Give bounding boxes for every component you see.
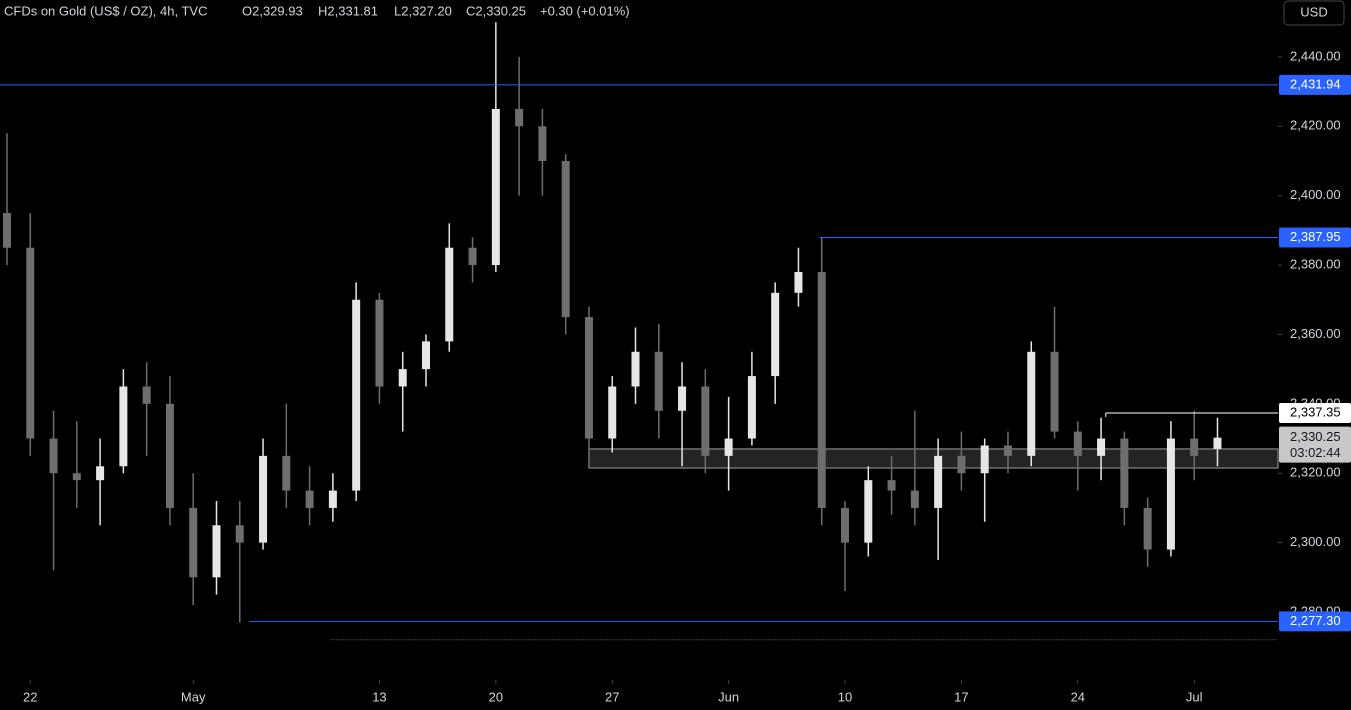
candle-body [701, 386, 710, 456]
y-tick-label: 2,320.00 [1290, 465, 1341, 480]
candle-body [841, 507, 850, 543]
candle-body [747, 376, 756, 439]
candle-body [119, 386, 128, 467]
level-label-box [1279, 74, 1351, 95]
candle-body [142, 386, 151, 404]
candle-body [398, 369, 407, 387]
x-tick-label: 24 [1071, 689, 1085, 704]
ohlc-open: O2,329.93 [242, 3, 303, 18]
candle-body [771, 292, 780, 377]
candle-body [235, 525, 244, 543]
x-tick-label: Jul [1186, 689, 1203, 704]
ohlc-low: L2,327.20 [394, 3, 452, 18]
candle-body [538, 126, 547, 161]
candle-body [887, 480, 896, 491]
candle-body [72, 473, 81, 481]
candle-body [1143, 507, 1152, 550]
candle-body [1073, 431, 1082, 456]
candle-body [1050, 351, 1059, 432]
candle-body [724, 438, 733, 456]
candle-body [165, 403, 174, 508]
resistance-label: 2,337.35 [1290, 404, 1341, 419]
candle-body [328, 490, 337, 508]
y-tick-label: 2,400.00 [1290, 187, 1341, 202]
candle-body [352, 299, 361, 491]
x-tick-label: Jun [718, 689, 739, 704]
candle-body [980, 445, 989, 474]
candle-body [212, 525, 221, 578]
candle-body [631, 351, 640, 387]
resistance-label-box [1279, 403, 1351, 424]
x-tick-label: 10 [838, 689, 852, 704]
candle-body [468, 247, 477, 266]
candle-body [934, 455, 943, 508]
candle-body [2, 213, 11, 248]
x-tick-label: 17 [954, 689, 968, 704]
candle-body [1120, 438, 1129, 508]
level-label-box [1279, 611, 1351, 632]
currency-button[interactable] [1283, 0, 1345, 26]
candle-body [49, 438, 58, 474]
level-label-box [1279, 227, 1351, 248]
ohlc-high: H2,331.81 [318, 3, 378, 18]
level-label: 2,387.95 [1290, 229, 1341, 244]
ohlc-close: C2,330.25 [466, 3, 526, 18]
ohlc-change: +0.30 (+0.01%) [540, 3, 630, 18]
candle-body [817, 272, 826, 508]
candle-body [957, 455, 966, 474]
candle-body [1097, 438, 1106, 456]
candle-body [864, 480, 873, 543]
candle-body [491, 108, 500, 266]
last-price-box [1279, 426, 1351, 463]
candle-body [422, 341, 430, 370]
last-price-label: 2,330.25 [1290, 429, 1341, 444]
countdown: 03:02:44 [1290, 445, 1341, 460]
symbol: CFDs on Gold (US$ / OZ), 4h, TVC [4, 3, 207, 18]
candle-body [1003, 445, 1012, 456]
candle-body [26, 247, 35, 439]
candle-body [375, 299, 384, 387]
candle-body [189, 507, 198, 578]
candle-body [1166, 438, 1175, 550]
candle-body [305, 490, 314, 508]
candle-body [445, 247, 454, 342]
x-tick-label: 20 [489, 689, 503, 704]
candle-body [584, 317, 593, 439]
candle-body [282, 455, 291, 491]
currency[interactable]: USD [1300, 4, 1327, 19]
x-tick-label: 27 [605, 689, 619, 704]
candle-body [654, 351, 663, 411]
y-tick-label: 2,360.00 [1290, 326, 1341, 341]
candle-body [910, 490, 919, 508]
x-tick-label: 13 [372, 689, 386, 704]
x-tick-label: 22 [23, 689, 37, 704]
level-label: 2,277.30 [1290, 613, 1341, 628]
candle-body [515, 108, 524, 127]
candle-body [1190, 438, 1199, 456]
candle-body [608, 386, 617, 439]
candle-body [1213, 437, 1222, 449]
y-tick-label: 2,440.00 [1290, 48, 1341, 63]
level-label: 2,431.94 [1290, 76, 1341, 91]
candle-body [794, 272, 803, 293]
candle-body [1027, 351, 1036, 456]
candle-body [678, 386, 687, 411]
candle-body [259, 455, 268, 543]
y-tick-label: 2,380.00 [1290, 256, 1341, 271]
y-tick-label: 2,420.00 [1290, 118, 1341, 133]
y-tick-label: 2,300.00 [1290, 534, 1341, 549]
plot [0, 22, 1279, 641]
x-tick-label: May [181, 689, 206, 704]
candle-body [561, 160, 570, 318]
candle-body [96, 466, 105, 481]
